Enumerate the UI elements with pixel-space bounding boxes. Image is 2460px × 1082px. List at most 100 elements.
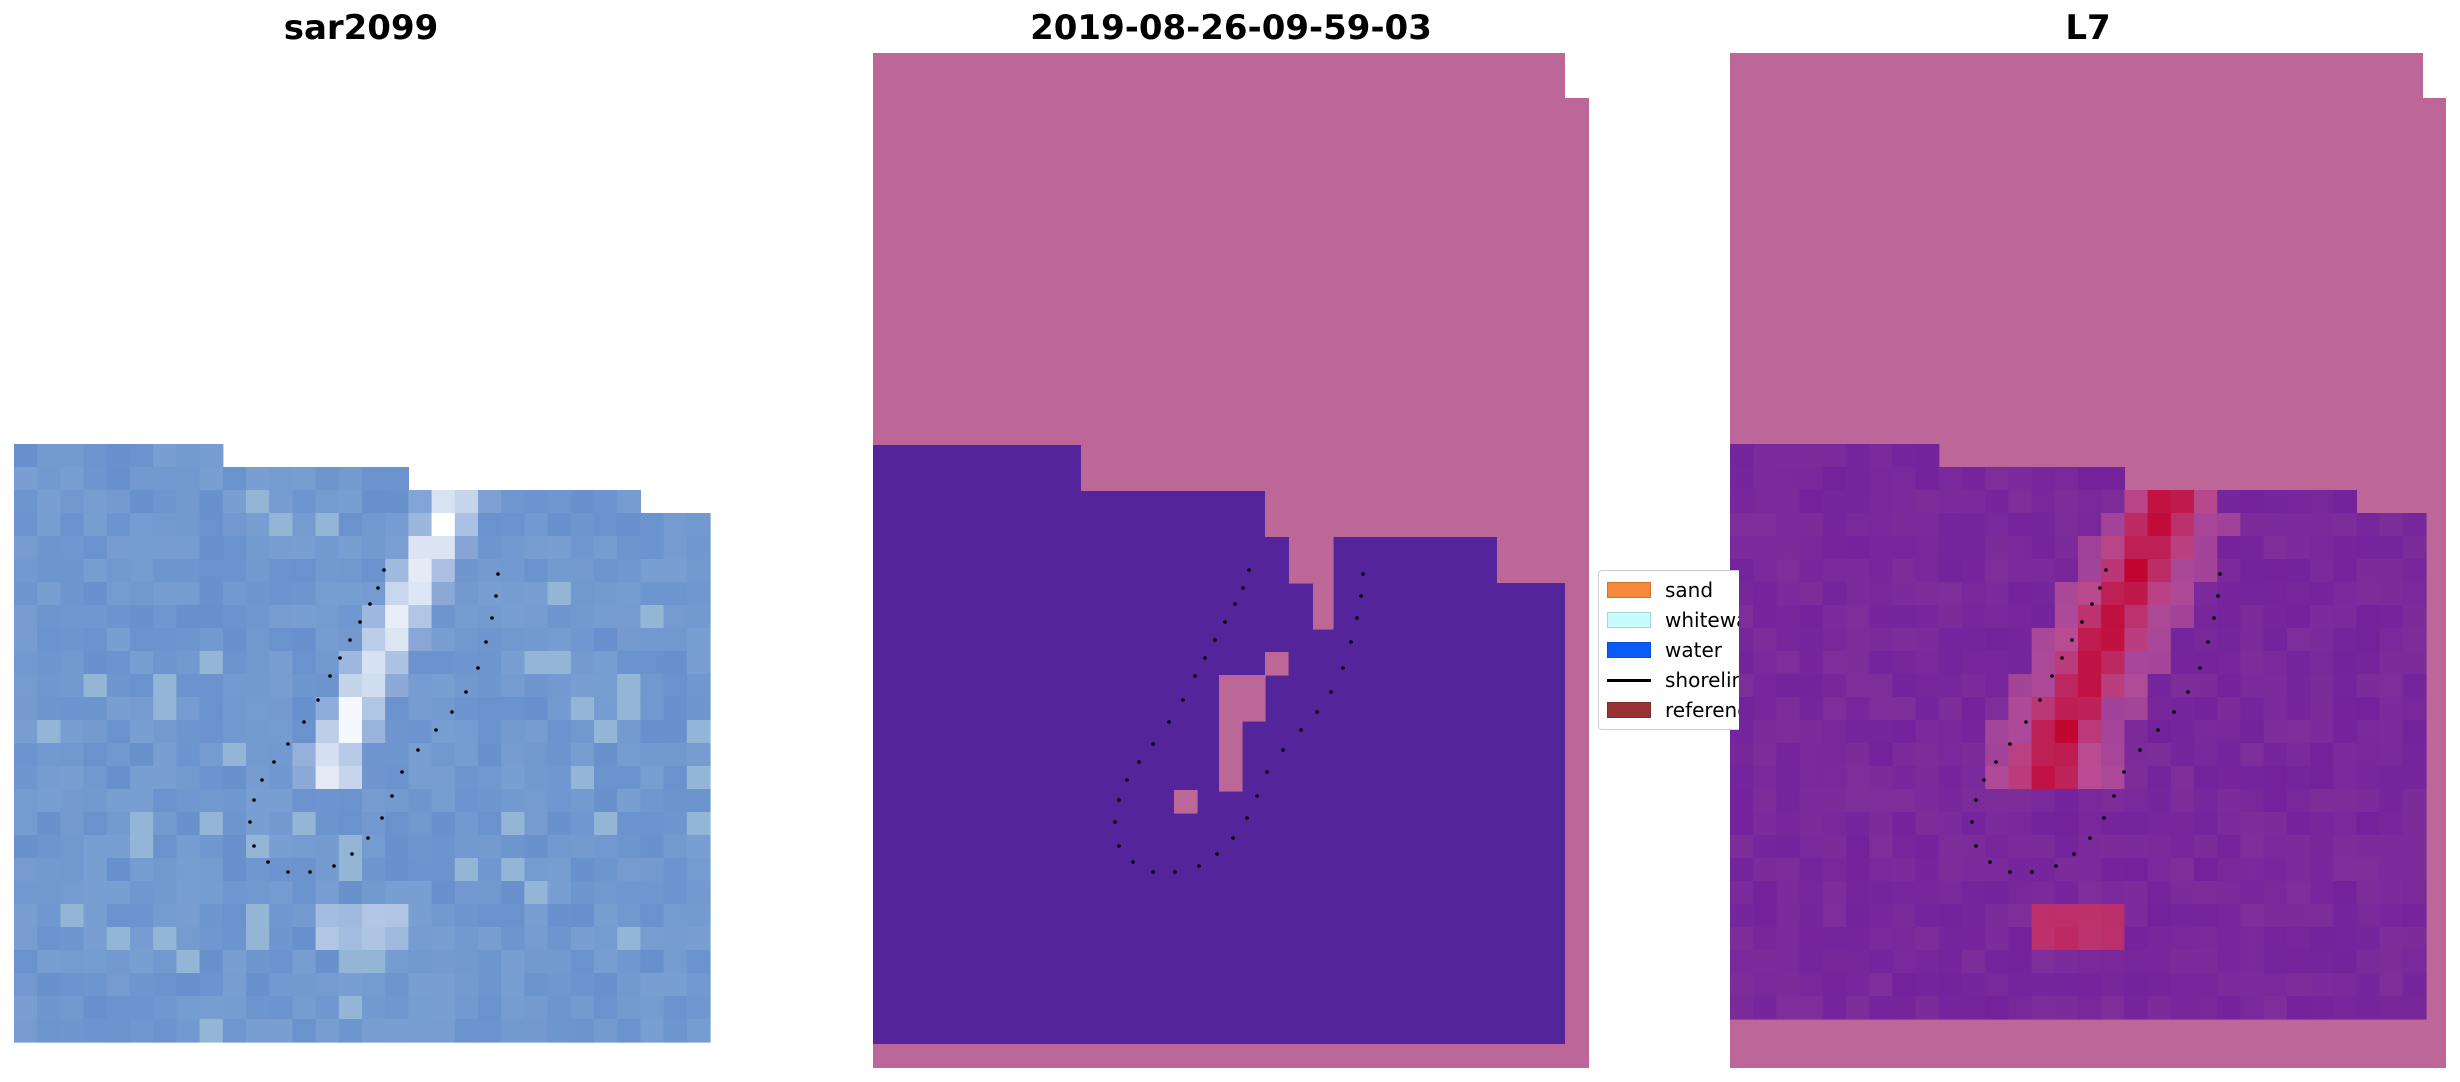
sar-pixel: [60, 720, 85, 744]
index-pixel: [1730, 996, 1754, 1020]
index-pixel: [2124, 605, 2149, 629]
index-pixel: [2170, 582, 2195, 606]
index-pixel: [2310, 950, 2334, 974]
sar-pixel: [338, 536, 363, 560]
index-pixel: [2286, 513, 2311, 537]
sar-pixel: [478, 582, 502, 606]
sar-pixel: [83, 559, 108, 583]
index-pixel: [2194, 927, 2218, 951]
sar-pixel: [362, 904, 386, 928]
legend: sand whitewater water shoreline referenc…: [1598, 570, 1739, 730]
sar-pixel: [663, 927, 688, 951]
index-pixel: [2240, 674, 2265, 698]
index-pixel: [1776, 789, 1801, 813]
sar-pixel: [315, 536, 340, 560]
sar-pixel: [454, 858, 479, 882]
sar-pixel: [501, 490, 525, 514]
sar-pixel: [269, 697, 293, 721]
sar-pixel: [640, 582, 665, 606]
sar-pixel: [246, 628, 270, 652]
sar-pixel: [83, 697, 108, 721]
index-pixel: [1962, 513, 1986, 537]
index-pixel: [2008, 674, 2033, 698]
index-pixel: [2402, 789, 2427, 813]
sar-pixel: [547, 1019, 572, 1043]
index-pixel: [1869, 582, 1893, 606]
sar-pixel: [501, 789, 525, 813]
index-pixel: [2263, 605, 2288, 629]
sar-pixel: [570, 766, 595, 790]
index-pixel: [2101, 628, 2125, 652]
index-pixel: [2333, 835, 2357, 859]
sar-pixel: [547, 582, 572, 606]
sar-pixel: [222, 1019, 247, 1043]
index-pixel: [1962, 559, 1986, 583]
shoreline-point: [2060, 656, 2064, 660]
sar-pixel: [431, 559, 456, 583]
index-pixel: [2147, 628, 2172, 652]
sar-pixel: [686, 973, 711, 997]
shoreline-point: [328, 674, 332, 678]
index-pixel: [2031, 789, 2056, 813]
sar-pixel: [524, 973, 549, 997]
index-pixel: [2031, 605, 2056, 629]
index-pixel: [2170, 973, 2195, 997]
index-pixel: [2008, 973, 2033, 997]
legend-label: sand: [1665, 578, 1714, 602]
index-pixel: [2054, 766, 2079, 790]
sar-pixel: [594, 743, 618, 767]
index-pixel: [2217, 950, 2241, 974]
sar-pixel: [315, 973, 340, 997]
sar-pixel: [60, 881, 85, 905]
index-pixel: [2402, 720, 2427, 744]
sar-pixel: [594, 720, 618, 744]
sar-pixel: [524, 513, 549, 537]
sar-pixel: [454, 766, 479, 790]
index-pixel: [2031, 881, 2056, 905]
index-pixel: [2333, 490, 2357, 514]
sar-pixel: [338, 651, 363, 675]
index-pixel: [1869, 973, 1893, 997]
shoreline-dots-panel-3: [1970, 568, 2222, 874]
index-pixel: [1799, 605, 1824, 629]
shoreline-point: [2216, 594, 2220, 598]
index-pixel: [2402, 927, 2427, 951]
sar-pixel: [292, 858, 317, 882]
sar-pixel: [478, 513, 502, 537]
sar-pixel: [686, 996, 711, 1020]
sar-pixel: [246, 582, 270, 606]
index-pixel: [2263, 743, 2288, 767]
index-pixel: [1985, 950, 2009, 974]
index-pixel: [1869, 674, 1893, 698]
shoreline-point: [1125, 778, 1129, 782]
index-pixel: [2356, 628, 2381, 652]
sar-pixel: [14, 559, 38, 583]
index-pixel: [2286, 927, 2311, 951]
index-pixel: [1915, 697, 1940, 721]
sar-pixel: [524, 720, 549, 744]
shoreline-point: [1173, 870, 1177, 874]
sar-pixel: [199, 605, 224, 629]
sar-pixel: [362, 490, 386, 514]
index-pixel: [2379, 996, 2404, 1020]
sar-pixel: [594, 789, 618, 813]
index-pixel: [1985, 720, 2009, 744]
index-pixel: [2240, 881, 2265, 905]
sar-pixel: [617, 996, 641, 1020]
index-pixel: [1799, 904, 1824, 928]
index-pixel: [2240, 513, 2265, 537]
index-pixel: [2286, 789, 2311, 813]
index-pixel: [1799, 467, 1824, 491]
sar-pixel: [176, 812, 201, 836]
index-pixel: [1753, 904, 1777, 928]
index-pixel: [2101, 996, 2125, 1020]
sar-pixel: [153, 697, 177, 721]
sar-pixel: [431, 720, 456, 744]
index-pixel: [1915, 881, 1940, 905]
index-pixel: [2356, 927, 2381, 951]
shoreline-point: [266, 860, 270, 864]
sar-pixel: [246, 858, 270, 882]
sar-pixel: [338, 490, 363, 514]
sar-pixel: [130, 697, 154, 721]
index-pixel: [1822, 559, 1847, 583]
